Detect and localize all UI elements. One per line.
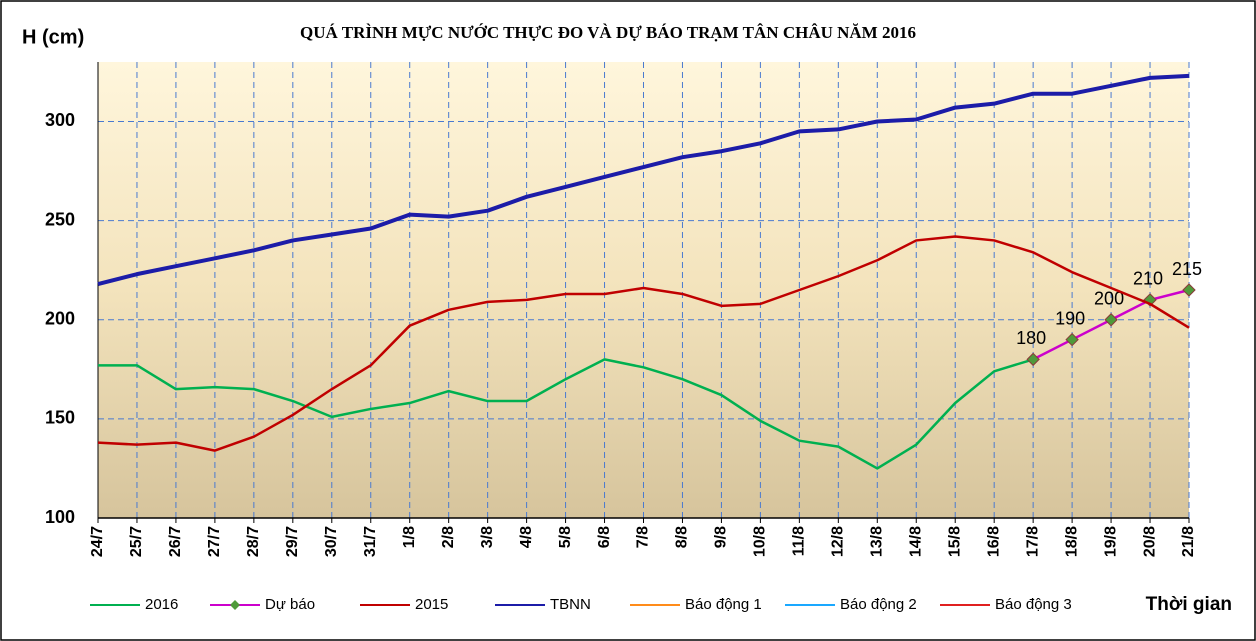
series-line	[97, 73, 1190, 286]
x-tick-label: 28/7	[245, 526, 262, 557]
y-tick-label: 150	[45, 408, 75, 428]
x-tick-label: 1/8	[401, 526, 418, 548]
x-tick-label: 29/7	[284, 526, 301, 557]
data-label: 200	[1094, 288, 1124, 308]
x-tick-label: 25/7	[128, 526, 145, 557]
x-tick-label: 13/8	[869, 526, 886, 557]
x-tick-label: 4/8	[518, 526, 535, 548]
x-tick-label: 16/8	[985, 526, 1002, 557]
legend-label: Dự báo	[265, 596, 315, 613]
legend-label: Báo động 2	[840, 596, 917, 613]
marker	[1026, 352, 1040, 367]
data-label: 180	[1016, 328, 1046, 348]
x-tick-label: 3/8	[479, 526, 496, 548]
y-tick-label: 100	[45, 507, 75, 527]
x-tick-label: 19/8	[1102, 526, 1119, 557]
plot-area	[98, 62, 1189, 518]
chart-title: QUÁ TRÌNH MỰC NƯỚC THỰC ĐO VÀ DỰ BÁO TRẠ…	[300, 23, 916, 42]
marker	[1065, 332, 1079, 347]
x-tick-label: 2/8	[440, 526, 457, 548]
x-tick-label: 8/8	[674, 526, 691, 548]
x-tick-label: 5/8	[557, 526, 574, 548]
x-tick-label: 17/8	[1024, 526, 1041, 557]
x-tick-label: 31/7	[362, 526, 379, 557]
legend-label: Báo động 3	[995, 596, 1072, 613]
series-line	[98, 358, 1034, 470]
x-tick-label: 7/8	[635, 526, 652, 548]
x-tick-label: 27/7	[206, 526, 223, 557]
y-axis-label: H (cm)	[22, 26, 84, 48]
data-label: 215	[1172, 259, 1202, 279]
x-tick-label: 30/7	[323, 526, 340, 557]
legend-label: 2015	[415, 596, 448, 613]
x-tick-label: 26/7	[167, 526, 184, 557]
x-tick-label: 11/8	[791, 526, 808, 556]
y-tick-label: 300	[45, 110, 75, 130]
data-label: 210	[1133, 269, 1163, 289]
x-tick-label: 20/8	[1141, 526, 1158, 557]
x-tick-label: 18/8	[1063, 526, 1080, 557]
y-tick-label: 250	[45, 209, 75, 229]
legend-label: Báo động 1	[685, 596, 762, 613]
marker	[1182, 283, 1196, 297]
x-tick-label: 12/8	[830, 526, 847, 557]
x-tick-label: 14/8	[907, 526, 924, 557]
legend-marker	[230, 600, 240, 610]
x-tick-label: 10/8	[752, 526, 769, 557]
x-tick-label: 6/8	[596, 526, 613, 548]
data-label: 190	[1055, 308, 1085, 328]
x-tick-label: 15/8	[946, 526, 963, 557]
x-axis-label: Thời gian	[1146, 594, 1232, 615]
x-tick-label: 9/8	[713, 526, 730, 548]
y-tick-label: 200	[45, 308, 75, 328]
x-tick-label: 21/8	[1180, 526, 1197, 557]
x-tick-label: 24/7	[89, 526, 106, 557]
marker	[1104, 313, 1118, 327]
series-line	[97, 235, 1190, 452]
legend-label: 2016	[145, 596, 178, 613]
legend-label: TBNN	[550, 596, 591, 613]
